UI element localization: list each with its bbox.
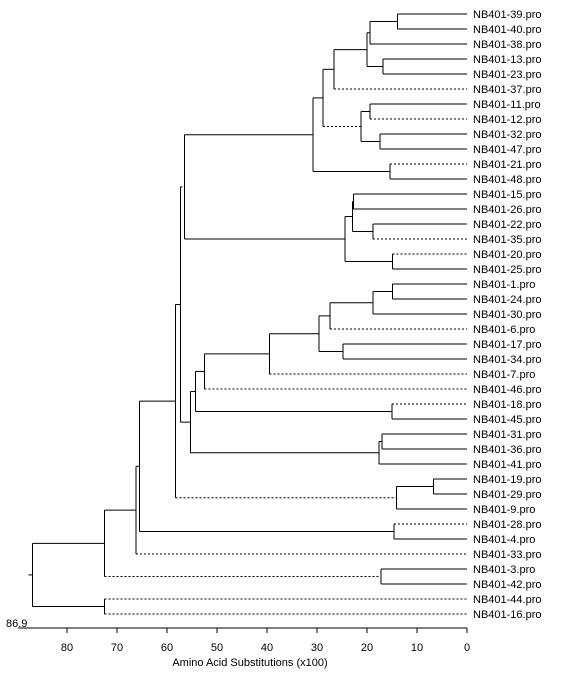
leaf-label: NB401-44.pro <box>473 594 542 606</box>
axis-ticks: 80 70 60 50 40 30 20 10 0 <box>61 628 470 654</box>
leaf-label: NB401-4.pro <box>473 534 535 546</box>
axis-tick-label: 70 <box>111 642 123 654</box>
leaf-label: NB401-33.pro <box>473 549 542 561</box>
leaf-label: NB401-3.pro <box>473 564 535 576</box>
leaf-label: NB401-16.pro <box>473 609 542 621</box>
axis-title: Amino Acid Substitutions (x100) <box>172 657 327 669</box>
leaf-label: NB401-6.pro <box>473 324 535 336</box>
axis-tick-label: 0 <box>464 642 470 654</box>
leaf-label: NB401-18.pro <box>473 399 542 411</box>
leaf-label: NB401-31.pro <box>473 429 542 441</box>
leaf-label: NB401-19.pro <box>473 474 542 486</box>
leaf-label: NB401-20.pro <box>473 249 542 261</box>
axis-tick-label: 50 <box>211 642 223 654</box>
leaf-label: NB401-46.pro <box>473 384 542 396</box>
leaf-label: NB401-36.pro <box>473 444 542 456</box>
substitution-axis: 80 70 60 50 40 30 20 10 0 Amino Acid Substitutio… <box>6 618 470 669</box>
leaf-label: NB401-17.pro <box>473 339 542 351</box>
leaf-label: NB401-35.pro <box>473 234 542 246</box>
leaf-label: NB401-38.pro <box>473 39 542 51</box>
axis-tick-label: 80 <box>61 642 73 654</box>
leaf-label: NB401-29.pro <box>473 489 542 501</box>
root-scale-label: 86.9 <box>6 618 27 630</box>
leaf-labels: NB401-39.pro NB401-40.pro NB401-38.pro NB40… <box>473 9 542 621</box>
leaf-label: NB401-47.pro <box>473 144 542 156</box>
leaf-label: NB401-15.pro <box>473 189 542 201</box>
leaf-label: NB401-34.pro <box>473 354 542 366</box>
leaf-label: NB401-40.pro <box>473 24 542 36</box>
leaf-label: NB401-24.pro <box>473 294 542 306</box>
axis-tick-label: 20 <box>361 642 373 654</box>
leaf-label: NB401-7.pro <box>473 369 535 381</box>
leaf-label: NB401-48.pro <box>473 174 542 186</box>
leaf-label: NB401-11.pro <box>473 99 541 111</box>
leaf-label: NB401-42.pro <box>473 579 542 591</box>
leaf-label: NB401-41.pro <box>473 459 542 471</box>
leaf-label: NB401-12.pro <box>473 114 542 126</box>
leaf-label: NB401-30.pro <box>473 309 542 321</box>
leaf-label: NB401-37.pro <box>473 84 542 96</box>
leaf-label: NB401-22.pro <box>473 219 542 231</box>
leaf-label: NB401-39.pro <box>473 9 542 21</box>
leaf-label: NB401-23.pro <box>473 69 542 81</box>
axis-tick-label: 60 <box>161 642 173 654</box>
leaf-label: NB401-26.pro <box>473 204 542 216</box>
axis-tick-label: 10 <box>411 642 423 654</box>
leaf-label: NB401-13.pro <box>473 54 542 66</box>
leaf-label: NB401-45.pro <box>473 414 542 426</box>
leaf-label: NB401-25.pro <box>473 264 542 276</box>
leaf-label: NB401-21.pro <box>473 159 542 171</box>
leaf-label: NB401-28.pro <box>473 519 542 531</box>
leaf-label: NB401-32.pro <box>473 129 542 141</box>
leaf-label: NB401-1.pro <box>473 279 535 291</box>
leaf-label: NB401-9.pro <box>473 504 535 516</box>
axis-tick-label: 30 <box>311 642 323 654</box>
axis-tick-label: 40 <box>261 642 273 654</box>
tree-branches <box>28 13 467 615</box>
